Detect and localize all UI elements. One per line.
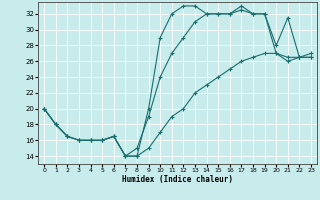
X-axis label: Humidex (Indice chaleur): Humidex (Indice chaleur) [122,175,233,184]
